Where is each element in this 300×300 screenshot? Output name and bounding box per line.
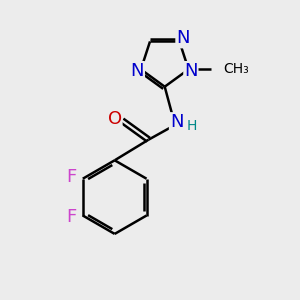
Text: O: O — [108, 110, 122, 128]
Text: N: N — [184, 62, 198, 80]
Text: N: N — [176, 29, 190, 47]
Text: CH₃: CH₃ — [223, 62, 249, 76]
Text: N: N — [170, 113, 183, 131]
Text: N: N — [130, 62, 144, 80]
Text: F: F — [67, 208, 77, 226]
Text: F: F — [67, 168, 77, 186]
Text: H: H — [187, 119, 197, 134]
